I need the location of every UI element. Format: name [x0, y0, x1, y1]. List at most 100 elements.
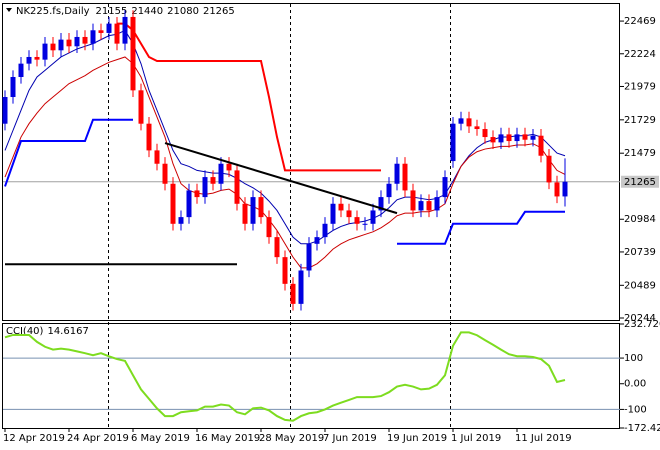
candle-body	[418, 201, 424, 211]
x-tick-label: 24 Apr 2019	[67, 433, 129, 444]
candle-body	[546, 155, 552, 183]
candle-body	[458, 118, 464, 124]
candle-body	[282, 257, 288, 284]
y-tick-label: 21479	[624, 148, 656, 159]
x-tick-label: 11 Jul 2019	[515, 433, 572, 444]
candle-body	[498, 134, 504, 143]
cci-header: CCI(40) 14.6167	[6, 326, 89, 337]
candle-body	[402, 163, 408, 191]
period-separators	[108, 4, 451, 428]
candle-body	[58, 39, 64, 51]
candle-body	[258, 197, 264, 218]
candle-body	[434, 197, 440, 211]
candle-body	[242, 203, 248, 224]
x-tick-label: 12 Apr 2019	[3, 433, 65, 444]
candle-body	[450, 123, 456, 162]
candle-body	[218, 163, 224, 184]
cci-value: 14.6167	[47, 326, 88, 337]
candle-body	[522, 134, 528, 140]
candle-body	[106, 23, 112, 33]
x-tick-label: 1 Jul 2019	[451, 433, 501, 444]
candle-body	[378, 197, 384, 211]
candle-body	[26, 56, 32, 64]
y-tick-label: -100	[624, 404, 647, 415]
candle-body	[362, 223, 368, 225]
candle-body	[346, 210, 352, 218]
y-tick-label: 20244	[624, 313, 656, 324]
candle-body	[50, 43, 56, 51]
y-tick-label: 21979	[624, 81, 656, 92]
y-tick-label: 21729	[624, 115, 656, 126]
candle-body	[98, 30, 104, 33]
overlay-line	[4, 29, 566, 245]
x-tick-label: 19 Jun 2019	[387, 433, 447, 444]
current-price-label: 21265	[624, 177, 656, 188]
candle-body	[122, 16, 128, 44]
price-panel	[2, 3, 620, 321]
candle-body	[330, 203, 336, 224]
candle-body	[194, 190, 200, 198]
candle-body	[162, 163, 168, 184]
candle-body	[562, 181, 568, 197]
y-tick-label: 22224	[624, 49, 656, 60]
y-tick-label: 20984	[624, 214, 656, 225]
overlay-line	[4, 118, 565, 245]
candle-body	[274, 237, 280, 258]
menu-arrow[interactable]	[6, 8, 12, 12]
candle-body	[146, 123, 152, 151]
candle-body	[210, 177, 216, 184]
candle-body	[42, 43, 48, 60]
y-tick-label: 20489	[624, 280, 656, 291]
trendline	[164, 142, 398, 215]
low-value: 21080	[167, 6, 199, 17]
candle-body	[370, 210, 376, 224]
candle-body	[138, 90, 144, 124]
candle-body	[130, 16, 136, 91]
candle-body	[290, 283, 296, 304]
y-tick-label: 0.00	[624, 379, 646, 390]
candle-body	[354, 217, 360, 224]
candle-body	[490, 137, 496, 143]
candle-body	[226, 163, 232, 171]
candle-body	[234, 170, 240, 204]
close-value: 21265	[203, 6, 235, 17]
open-value: 21155	[96, 6, 128, 17]
candle-body	[90, 30, 96, 44]
candle-body	[514, 134, 520, 142]
candle-body	[266, 217, 272, 238]
candle-body	[482, 129, 488, 138]
candle-body	[202, 177, 208, 198]
candle-body	[426, 201, 432, 211]
candle-body	[18, 63, 24, 77]
candle-body	[322, 223, 328, 238]
candle-body	[386, 183, 392, 198]
candle-body	[34, 56, 40, 60]
cci-panel	[2, 323, 620, 429]
y-tick-label: 20739	[624, 247, 656, 258]
candle-body	[554, 182, 560, 197]
candle-body	[314, 237, 320, 244]
candle-body	[114, 23, 120, 44]
high-value: 21440	[131, 6, 163, 17]
y-tick-label: 232.7208	[624, 319, 660, 330]
candle-body	[74, 36, 80, 47]
candle-body	[178, 217, 184, 224]
cci-line	[4, 331, 566, 422]
candle-body	[2, 97, 8, 124]
candle-body	[538, 135, 544, 156]
overlay-line	[117, 22, 381, 172]
candle-body	[154, 150, 160, 164]
candle-body	[306, 243, 312, 271]
candle-body	[82, 36, 88, 44]
candle-body	[410, 190, 416, 211]
symbol: NK225.fs,Daily	[16, 6, 90, 17]
chart-header: NK225.fs,Daily 21155 21440 21080 21265	[16, 6, 235, 17]
cci-title: CCI(40)	[6, 326, 44, 337]
candle-body	[394, 163, 400, 184]
y-tick-label: 100	[624, 353, 643, 364]
candle-body	[186, 190, 192, 218]
candle-body	[530, 135, 536, 140]
candle-body	[474, 126, 480, 130]
candle-body	[338, 203, 344, 211]
